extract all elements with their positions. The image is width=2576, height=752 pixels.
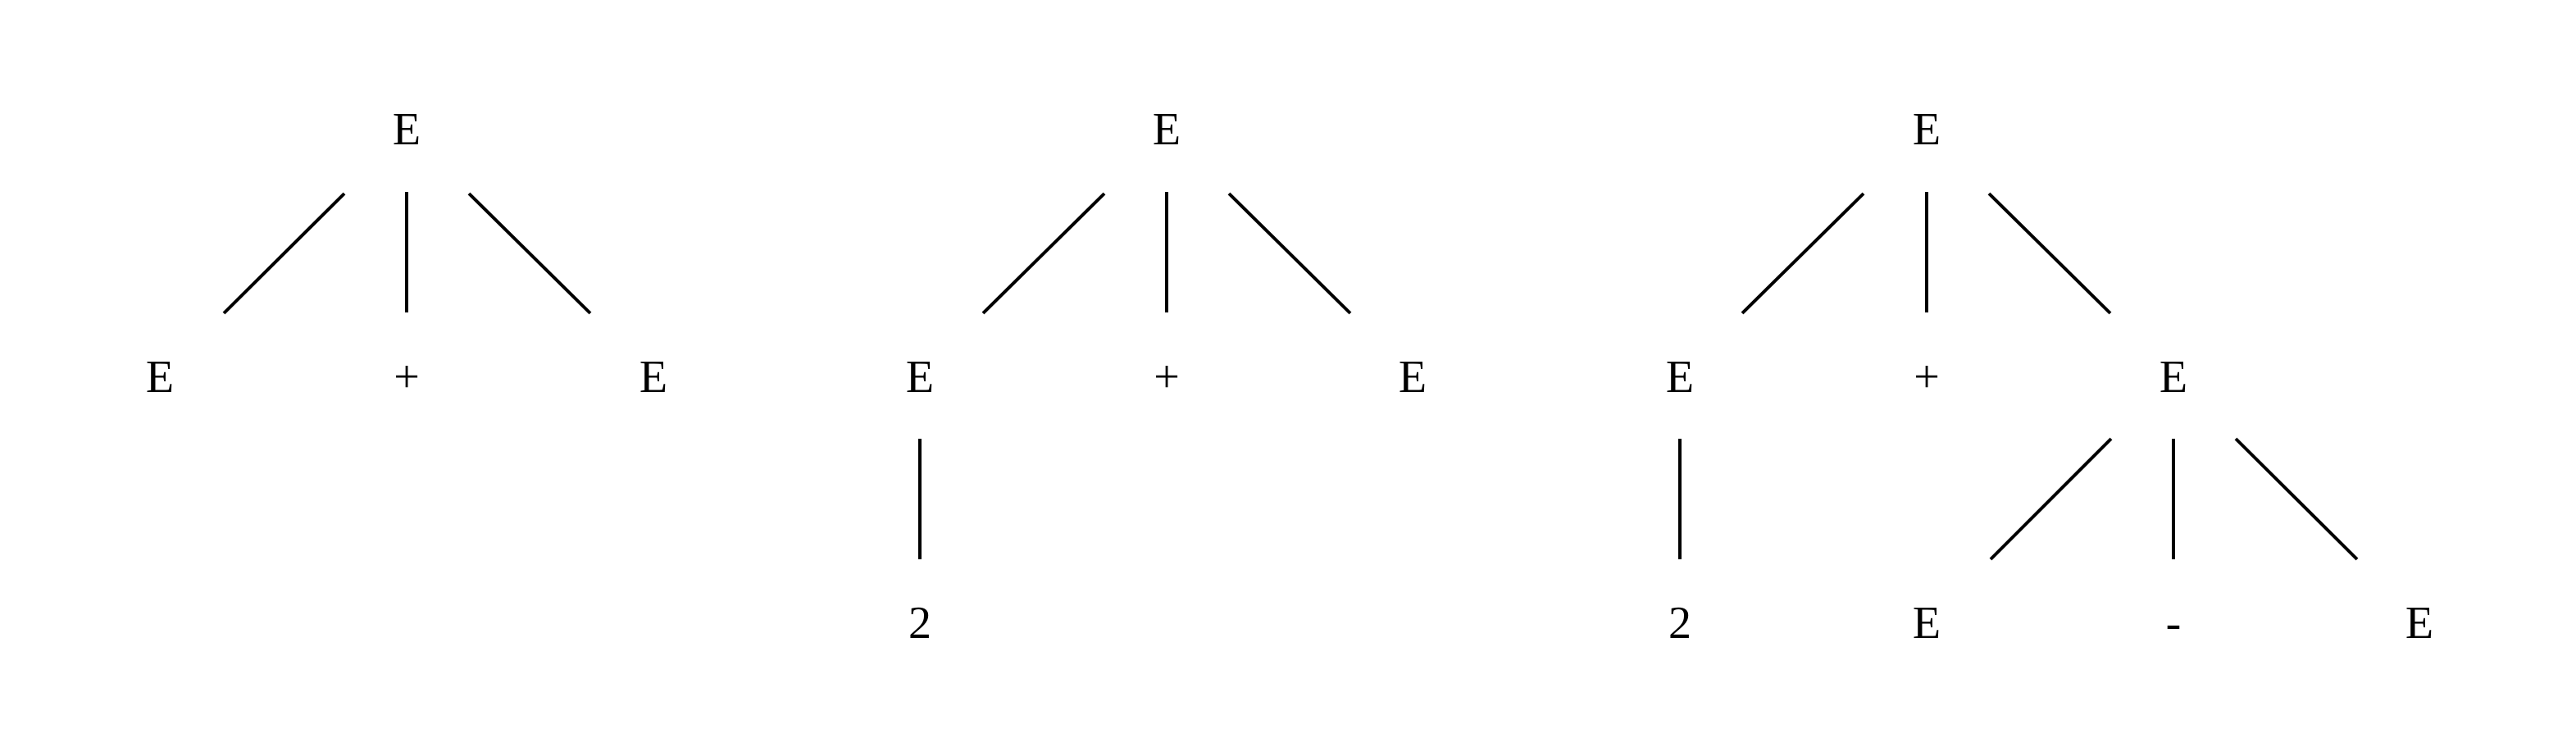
node-t3-left: E xyxy=(1666,352,1694,403)
edge-t1-root-to-left xyxy=(222,192,346,315)
node-t1-left: E xyxy=(146,352,174,403)
edge-t3-root-to-right xyxy=(1987,192,2112,315)
edge-t3-right-to-e2 xyxy=(2234,437,2359,561)
node-t3-left-2: 2 xyxy=(1668,598,1691,649)
edge-t3-right-to-e1 xyxy=(1989,437,2113,561)
node-t3-right-minus: - xyxy=(2166,598,2182,649)
node-t2-left-2: 2 xyxy=(908,598,931,649)
edge-t1-root-to-right xyxy=(467,192,592,315)
parse-tree-2: E E + E 2 xyxy=(906,104,1427,649)
node-t2-root: E xyxy=(1153,104,1181,155)
node-t2-right: E xyxy=(1399,352,1427,403)
node-t2-plus: + xyxy=(1154,352,1180,403)
edge-t2-root-to-right xyxy=(1227,192,1352,315)
parse-tree-3: E E + E 2 E - E xyxy=(1666,104,2433,649)
node-t3-right: E xyxy=(2160,352,2187,403)
parse-tree-1: E E + E xyxy=(146,104,667,403)
node-t3-right-e1: E xyxy=(1913,598,1941,649)
node-t3-root: E xyxy=(1913,104,1941,155)
node-t2-left: E xyxy=(906,352,934,403)
node-t3-plus: + xyxy=(1914,352,1940,403)
node-t1-root: E xyxy=(393,104,421,155)
node-t1-right: E xyxy=(639,352,667,403)
node-t1-plus: + xyxy=(394,352,420,403)
node-t3-right-e2: E xyxy=(2405,598,2433,649)
edge-t2-root-to-left xyxy=(981,192,1106,315)
edge-t3-root-to-left xyxy=(1741,192,1865,315)
